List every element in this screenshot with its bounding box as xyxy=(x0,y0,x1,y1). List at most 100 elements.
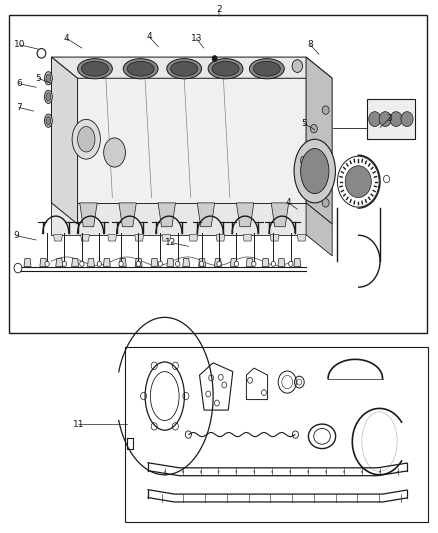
Ellipse shape xyxy=(300,149,329,193)
Polygon shape xyxy=(216,235,225,241)
Polygon shape xyxy=(135,235,144,241)
Ellipse shape xyxy=(171,61,198,76)
Polygon shape xyxy=(230,259,237,266)
Polygon shape xyxy=(294,259,301,266)
Polygon shape xyxy=(135,259,142,266)
Bar xyxy=(367,100,415,139)
Circle shape xyxy=(176,261,180,266)
Polygon shape xyxy=(24,259,31,266)
Ellipse shape xyxy=(253,61,280,76)
Circle shape xyxy=(158,261,162,266)
Ellipse shape xyxy=(45,71,52,85)
Ellipse shape xyxy=(37,49,46,58)
Polygon shape xyxy=(167,259,174,266)
Text: 4: 4 xyxy=(64,34,70,43)
Polygon shape xyxy=(40,259,47,266)
Polygon shape xyxy=(108,235,117,241)
Bar xyxy=(125,347,428,522)
Polygon shape xyxy=(306,203,332,256)
Text: 5: 5 xyxy=(301,119,307,128)
Polygon shape xyxy=(197,203,215,227)
Polygon shape xyxy=(278,259,285,266)
Polygon shape xyxy=(297,235,306,241)
Ellipse shape xyxy=(46,74,51,83)
Ellipse shape xyxy=(46,116,51,125)
Circle shape xyxy=(384,175,390,183)
Text: 12: 12 xyxy=(166,238,177,247)
Polygon shape xyxy=(243,235,252,241)
Circle shape xyxy=(45,261,49,266)
Circle shape xyxy=(252,261,256,266)
Circle shape xyxy=(97,261,102,266)
Circle shape xyxy=(322,199,329,207)
Text: 2: 2 xyxy=(216,5,222,14)
Polygon shape xyxy=(51,57,306,203)
Circle shape xyxy=(379,112,391,126)
Ellipse shape xyxy=(78,59,113,79)
Polygon shape xyxy=(88,259,95,266)
Circle shape xyxy=(62,261,67,266)
Polygon shape xyxy=(162,235,171,241)
Text: 6: 6 xyxy=(16,79,21,88)
Circle shape xyxy=(345,166,371,198)
Ellipse shape xyxy=(294,139,336,203)
Ellipse shape xyxy=(45,114,52,127)
Polygon shape xyxy=(189,235,198,241)
Circle shape xyxy=(390,112,402,126)
Ellipse shape xyxy=(123,59,158,79)
Circle shape xyxy=(119,261,123,266)
Ellipse shape xyxy=(81,61,109,76)
Polygon shape xyxy=(270,235,279,241)
Polygon shape xyxy=(81,235,89,241)
Polygon shape xyxy=(119,203,136,227)
Circle shape xyxy=(212,55,217,62)
Ellipse shape xyxy=(167,59,201,79)
Circle shape xyxy=(217,261,221,266)
Text: 7: 7 xyxy=(16,103,21,112)
Polygon shape xyxy=(215,259,222,266)
Circle shape xyxy=(289,261,293,266)
Polygon shape xyxy=(183,259,190,266)
Circle shape xyxy=(271,261,276,266)
Ellipse shape xyxy=(250,59,284,79)
Ellipse shape xyxy=(127,61,154,76)
Polygon shape xyxy=(262,259,269,266)
Circle shape xyxy=(199,261,204,266)
Text: 11: 11 xyxy=(73,420,85,429)
Circle shape xyxy=(369,112,381,126)
Polygon shape xyxy=(51,57,78,224)
Polygon shape xyxy=(56,259,63,266)
Polygon shape xyxy=(306,57,332,224)
Ellipse shape xyxy=(208,59,243,79)
Ellipse shape xyxy=(72,119,100,159)
Ellipse shape xyxy=(212,61,239,76)
Text: 4: 4 xyxy=(286,198,291,207)
Polygon shape xyxy=(237,203,254,227)
Polygon shape xyxy=(72,259,78,266)
Polygon shape xyxy=(103,259,110,266)
Text: 3: 3 xyxy=(387,114,392,123)
Text: 8: 8 xyxy=(307,41,313,50)
Polygon shape xyxy=(198,259,205,266)
Ellipse shape xyxy=(45,90,52,103)
Circle shape xyxy=(292,60,303,72)
Ellipse shape xyxy=(78,126,95,152)
Circle shape xyxy=(322,106,329,114)
Circle shape xyxy=(300,156,307,165)
Circle shape xyxy=(311,183,318,191)
Polygon shape xyxy=(53,235,62,241)
Text: 4: 4 xyxy=(147,33,152,42)
Circle shape xyxy=(337,156,379,207)
Polygon shape xyxy=(158,203,176,227)
Circle shape xyxy=(401,112,413,126)
Text: 9: 9 xyxy=(14,231,20,240)
Text: 10: 10 xyxy=(14,41,25,50)
Polygon shape xyxy=(80,203,97,227)
Bar xyxy=(9,14,427,333)
Polygon shape xyxy=(51,203,306,235)
Circle shape xyxy=(80,261,84,266)
Text: 13: 13 xyxy=(191,34,202,43)
Ellipse shape xyxy=(104,138,125,167)
Polygon shape xyxy=(119,259,126,266)
Circle shape xyxy=(136,261,141,266)
